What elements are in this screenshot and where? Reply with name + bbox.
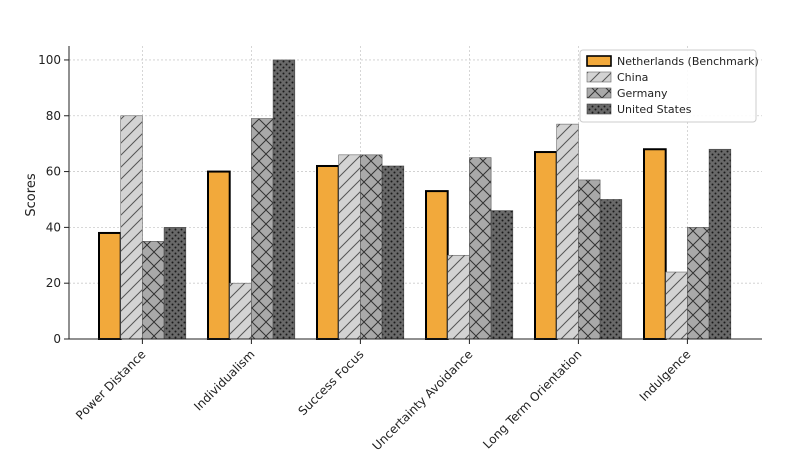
x-tick-label: Long Term Orientation <box>480 347 584 451</box>
y-tick-label: 0 <box>53 332 61 346</box>
x-tick-label: Success Focus <box>296 347 367 418</box>
y-tick-label: 40 <box>46 220 61 234</box>
bar-china-1 <box>229 282 252 340</box>
bar-united-2 <box>381 165 405 340</box>
x-tick-label: Individualism <box>191 347 257 413</box>
bar-china-3 <box>447 254 470 340</box>
bar-germany-2 <box>360 154 383 340</box>
legend-label: China <box>617 71 648 84</box>
bar-china-4 <box>556 123 579 340</box>
y-tick-label: 60 <box>46 165 61 179</box>
bar-united-3 <box>490 210 514 340</box>
bar-netherlands-1 <box>207 170 231 340</box>
bar-germany-4 <box>578 179 601 340</box>
bar-china-0 <box>120 115 143 340</box>
bar-netherlands-4 <box>534 151 558 340</box>
x-tick-label: Power Distance <box>73 347 148 422</box>
legend-swatch <box>586 87 612 99</box>
bar-netherlands-5 <box>643 148 667 340</box>
bar-germany-3 <box>469 157 492 340</box>
legend-label: United States <box>617 103 692 116</box>
bar-germany-1 <box>251 118 274 340</box>
bar-united-1 <box>272 59 296 340</box>
y-tick-label: 20 <box>46 276 61 290</box>
bar-china-2 <box>338 154 361 340</box>
legend-box <box>579 49 757 123</box>
legend-swatch <box>586 103 612 115</box>
legend-swatch <box>586 55 612 67</box>
bar-united-0 <box>163 227 187 340</box>
x-tick-label: Uncertainty Avoidance <box>370 347 476 453</box>
bar-united-4 <box>599 199 623 340</box>
bars <box>98 59 732 340</box>
legend-label: Germany <box>617 87 668 100</box>
x-tick-label: Indulgence <box>637 347 694 404</box>
legend: Netherlands (Benchmark) China Germany Unite… <box>579 49 759 123</box>
bar-germany-5 <box>687 227 710 340</box>
bar-netherlands-0 <box>98 231 122 340</box>
bar-netherlands-3 <box>425 190 449 340</box>
y-tick-label: 100 <box>38 53 61 67</box>
bar-china-5 <box>665 271 688 340</box>
y-axis-label: Scores <box>24 173 39 216</box>
bar-netherlands-2 <box>316 164 340 340</box>
bar-united-5 <box>708 148 732 340</box>
legend-label: Netherlands (Benchmark) <box>617 55 759 68</box>
bar-germany-0 <box>142 241 165 340</box>
legend-swatch <box>586 71 612 83</box>
y-tick-label: 80 <box>46 109 61 123</box>
